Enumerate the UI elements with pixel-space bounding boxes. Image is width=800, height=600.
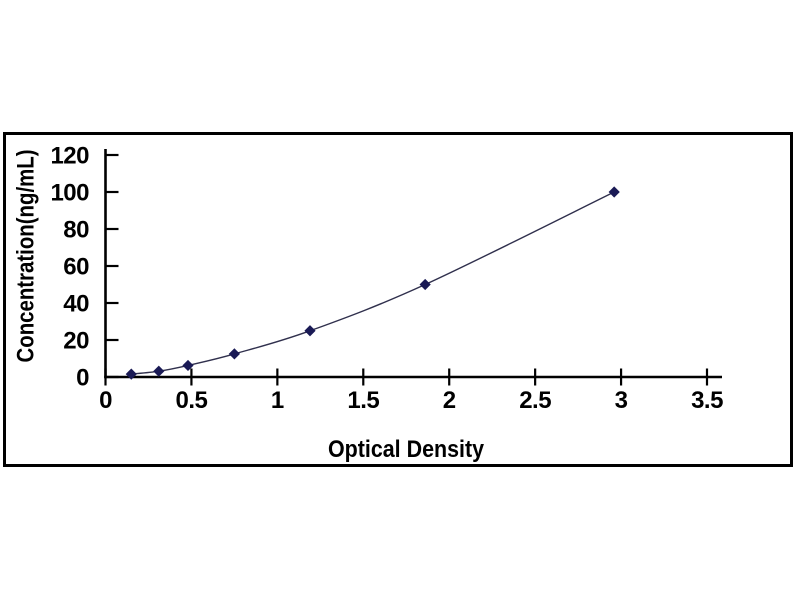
x-tick-label: 1 <box>271 387 284 414</box>
data-point-marker <box>182 359 194 372</box>
plot-area: 0 0.5 1 1.5 2 2.5 3 3.5 0 20 40 60 80 100 120 <box>50 143 723 415</box>
y-tick-label: 100 <box>50 180 89 207</box>
y-tick-label: 60 <box>63 254 89 281</box>
x-tick-label: 3 <box>615 387 628 414</box>
x-tick-label: 2 <box>443 387 456 414</box>
y-tick-label: 0 <box>76 365 89 392</box>
y-tick-label: 120 <box>50 143 89 170</box>
data-point-marker <box>125 368 137 380</box>
y-tick-label: 40 <box>63 291 89 318</box>
data-point-marker <box>608 186 620 198</box>
y-axis-title: Concentration(ng/mL) <box>13 150 40 363</box>
standard-curve-line <box>131 191 615 375</box>
data-point-marker <box>228 348 240 360</box>
y-tick-label: 80 <box>63 217 89 244</box>
plot-border-box <box>3 132 793 467</box>
data-point-marker <box>419 278 431 291</box>
x-tick-label: 3.5 <box>691 387 723 414</box>
data-point-marker <box>304 325 316 337</box>
y-tick-label: 20 <box>63 328 89 355</box>
x-axis-title: Optical Density <box>328 436 485 463</box>
data-point-marker <box>153 365 165 377</box>
x-tick-label: 0 <box>99 387 112 414</box>
x-tick-label: 2.5 <box>519 387 551 414</box>
x-tick-label: 1.5 <box>347 387 379 414</box>
x-tick-label: 0.5 <box>175 387 207 414</box>
